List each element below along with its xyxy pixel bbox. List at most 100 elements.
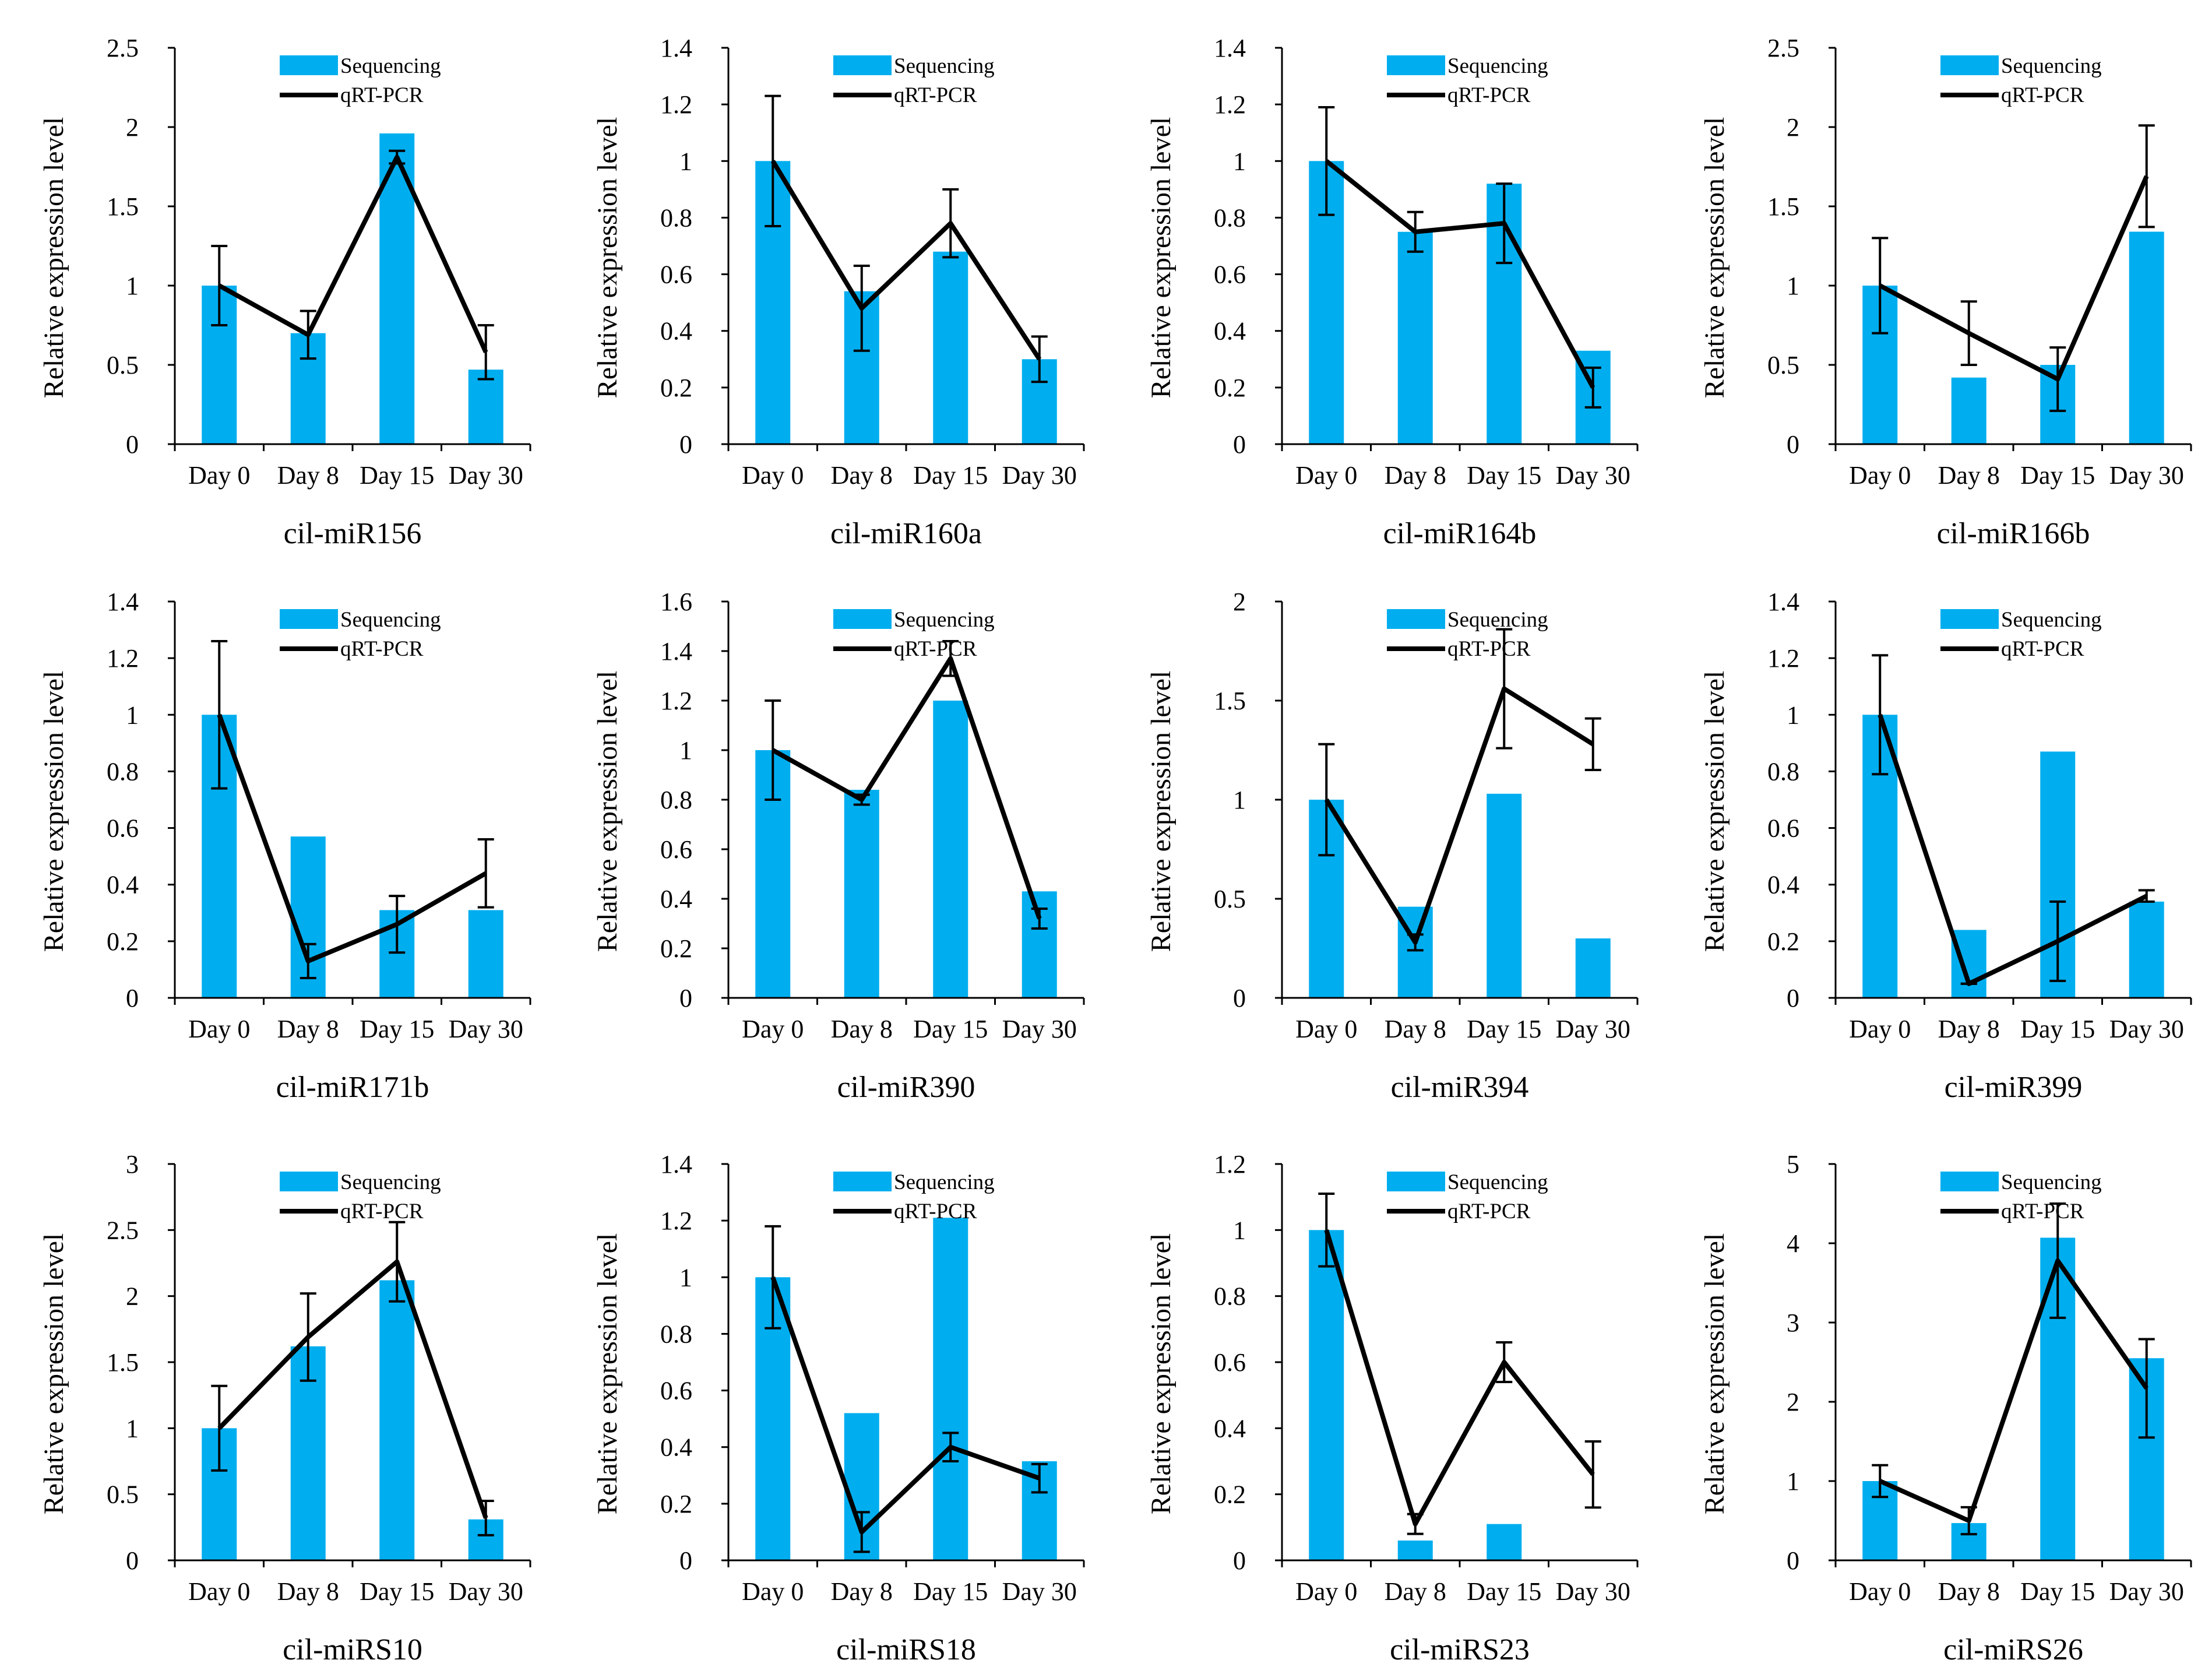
y-axis-label: Relative expression level [38, 117, 69, 399]
chart-panel: 0 0.5 1 1.5 2 2.5 Day 0 Day 8 Day 15 Day 30 Sequen… [38, 34, 531, 550]
y-tick-label: 1 [679, 147, 692, 175]
legend-label-qrt-pcr: qRT-PCR [340, 637, 424, 661]
legend-label-qrt-pcr: qRT-PCR [2001, 1200, 2084, 1223]
error-bar [300, 942, 316, 979]
y-tick-label: 0 [1233, 430, 1246, 459]
y-tick-label: 0.2 [1767, 927, 1799, 956]
error-bar [1584, 717, 1601, 771]
line-qrt-pcr [1325, 159, 1595, 389]
y-tick-label: 0.8 [1214, 203, 1246, 232]
x-tick-label: Day 8 [277, 461, 339, 490]
y-tick-label: 0.2 [660, 1490, 692, 1518]
x-tick-label: Day 0 [1849, 1577, 1911, 1606]
x-tick-label: Day 0 [1295, 1015, 1357, 1043]
y-tick-label: 1 [1233, 1216, 1246, 1244]
legend-label-qrt-pcr: qRT-PCR [1447, 1200, 1531, 1223]
error-bar [2049, 900, 2066, 982]
legend-swatch-sequencing [1940, 55, 1999, 75]
y-tick-label: 1 [1787, 1467, 1799, 1496]
chart-panel: 0 0.2 0.4 0.6 0.8 1 1.2 Day 0 Day 8 Day 15 Day 30 S… [1146, 1150, 1639, 1666]
y-axis-label: Relative expression level [592, 671, 623, 952]
bar-sequencing [468, 370, 503, 444]
error-bar [1496, 182, 1513, 265]
error-bar [942, 640, 959, 677]
error-bar [211, 245, 228, 326]
y-tick-label: 2.5 [107, 1216, 139, 1244]
legend-label-sequencing: Sequencing [340, 1170, 441, 1194]
bar-sequencing [1575, 938, 1611, 998]
chart-panel: 0 0.2 0.4 0.6 0.8 1 1.2 1.4 Day 0 Day 8 Day 15 Day … [592, 1150, 1085, 1666]
chart-panel: 0 0.2 0.4 0.6 0.8 1 1.2 1.4 Day 0 Day 8 Day 15 Day … [1699, 588, 2192, 1104]
y-tick-label: 1 [1233, 147, 1246, 175]
y-tick-label: 1.2 [660, 90, 692, 119]
chart-title: cil-miR394 [1391, 1071, 1529, 1104]
x-tick-label: Day 30 [1556, 1577, 1630, 1606]
x-tick-label: Day 30 [449, 1577, 523, 1606]
legend-swatch-sequencing [1940, 609, 1999, 629]
y-tick-label: 0.4 [1214, 317, 1246, 346]
error-bar [1407, 210, 1424, 253]
error-bar [477, 838, 494, 909]
y-tick-label: 0.5 [107, 351, 139, 379]
line-qrt-pcr [1879, 1258, 2149, 1523]
x-tick-label: Day 15 [360, 1015, 434, 1043]
x-tick-label: Day 0 [742, 1577, 804, 1606]
y-tick-label: 0.6 [1214, 261, 1246, 289]
line-qrt-pcr [217, 713, 487, 963]
error-bar [389, 149, 406, 165]
legend-label-sequencing: Sequencing [894, 608, 995, 632]
error-bar [2049, 346, 2066, 412]
legend-label-sequencing: Sequencing [340, 54, 441, 78]
x-tick-label: Day 8 [831, 461, 893, 490]
legend-swatch-sequencing [280, 55, 338, 75]
bar-sequencing [379, 1280, 415, 1560]
legend-label-sequencing: Sequencing [894, 1170, 995, 1194]
y-tick-label: 3 [1787, 1309, 1799, 1337]
error-bar [2138, 1338, 2155, 1439]
bar-sequencing [468, 910, 503, 998]
x-tick-label: Day 30 [1002, 461, 1077, 490]
chart-title: cil-miRS18 [836, 1633, 976, 1666]
bar-sequencing [1309, 1230, 1344, 1560]
x-tick-label: Day 8 [1938, 1577, 2000, 1606]
legend-swatch-sequencing [1387, 609, 1445, 629]
error-bar [300, 310, 316, 360]
y-tick-label: 1 [126, 272, 139, 300]
y-tick-label: 1.2 [1214, 1150, 1246, 1179]
line-qrt-pcr [1878, 714, 2148, 986]
y-tick-label: 2 [1787, 1388, 1799, 1416]
legend-label-sequencing: Sequencing [1447, 1170, 1548, 1194]
legend-swatch-sequencing [833, 609, 892, 629]
x-tick-label: Day 30 [1556, 1015, 1630, 1043]
error-bar [477, 324, 494, 381]
x-tick-label: Day 15 [1467, 461, 1541, 490]
y-tick-label: 1.2 [660, 687, 692, 715]
line-qrt-pcr [1324, 686, 1594, 945]
chart-panel: 0 0.5 1 1.5 2 2.5 3 Day 0 Day 8 Day 15 Day 30 Seque… [38, 1150, 531, 1666]
error-bar [853, 265, 870, 352]
chart-title: cil-miRS26 [1943, 1633, 2083, 1666]
legend-label-qrt-pcr: qRT-PCR [340, 83, 424, 107]
x-tick-label: Day 15 [913, 1015, 988, 1043]
x-tick-label: Day 0 [1849, 1015, 1911, 1043]
x-tick-label: Day 8 [1938, 1015, 2000, 1043]
x-tick-label: Day 15 [1467, 1015, 1541, 1043]
line-qrt-pcr [218, 154, 488, 353]
y-tick-label: 0.8 [660, 203, 692, 232]
x-tick-label: Day 8 [831, 1577, 893, 1606]
legend-label-qrt-pcr: qRT-PCR [894, 1200, 977, 1223]
y-tick-label: 1.4 [660, 34, 692, 62]
error-bar [1318, 743, 1335, 857]
y-tick-label: 2 [126, 113, 139, 142]
x-tick-label: Day 8 [1385, 461, 1446, 490]
y-tick-label: 0.5 [1214, 885, 1246, 913]
x-tick-label: Day 8 [277, 1577, 339, 1606]
error-bar [1584, 1440, 1601, 1509]
x-tick-label: Day 8 [277, 1015, 339, 1043]
y-tick-label: 0.4 [1767, 871, 1799, 899]
error-bar [765, 699, 781, 801]
y-tick-label: 0.6 [1767, 814, 1799, 843]
error-bar [1960, 300, 1977, 366]
chart-panel: 0 0.2 0.4 0.6 0.8 1 1.2 1.4 Day 0 Day 8 Day 15 Day … [1146, 34, 1639, 550]
